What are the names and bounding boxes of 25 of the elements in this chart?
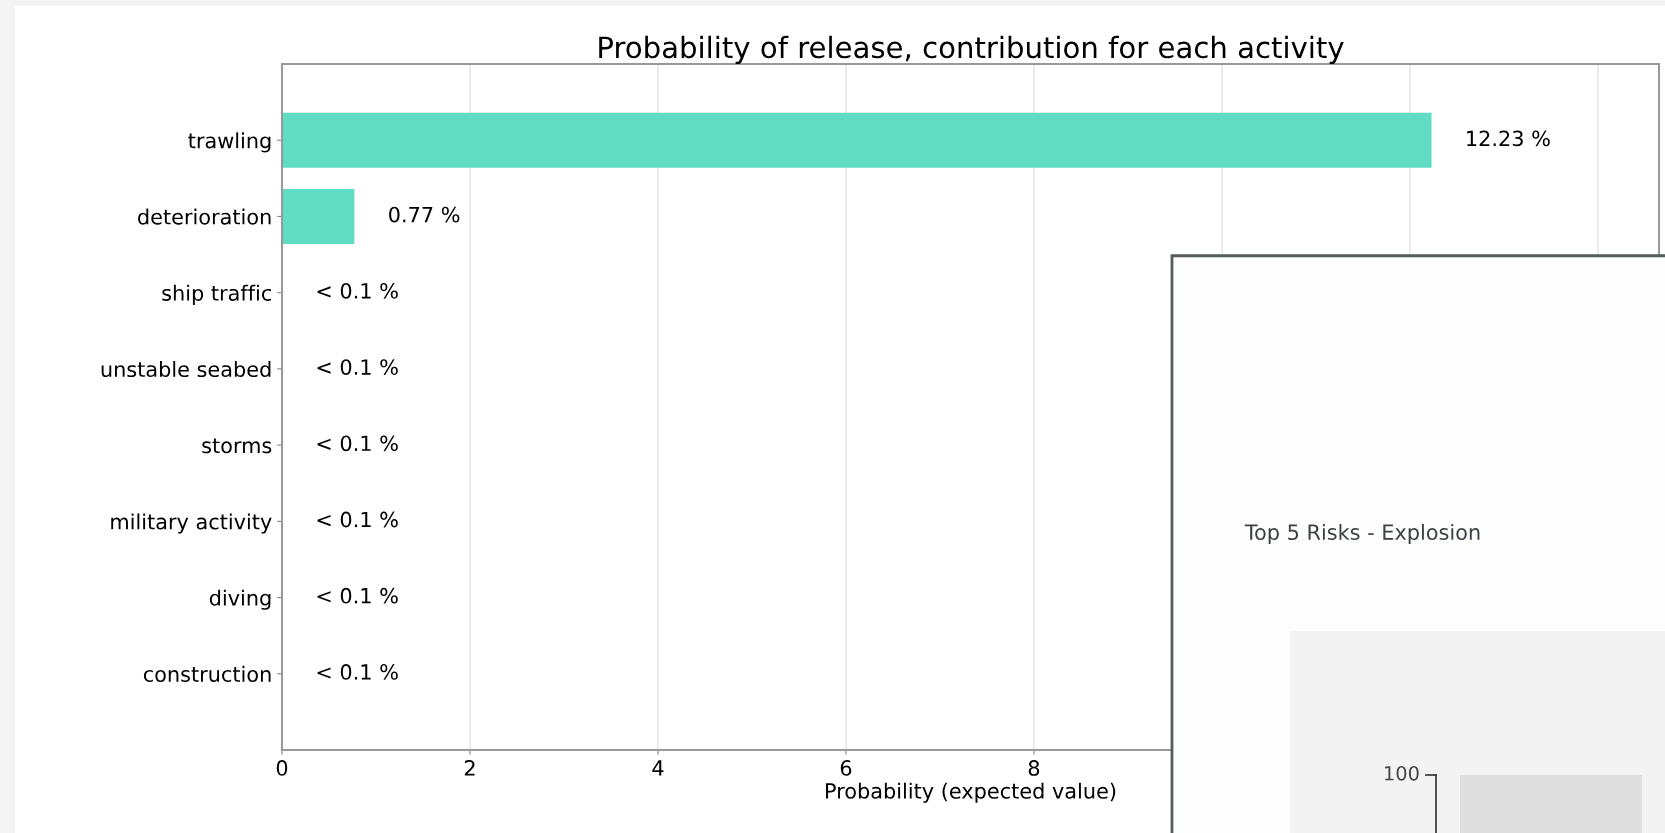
y-tick-label: military activity (111, 513, 272, 534)
y-tick-label: deterioration (138, 208, 271, 225)
y-tick-label: diving (209, 589, 271, 610)
y-tick-label: storms (202, 438, 272, 454)
data-label: < 0.1 % (317, 282, 398, 299)
x-tick-label: 2 (464, 760, 475, 776)
x-tick-label: 8 (1028, 760, 1040, 776)
data-label: < 0.1 % (317, 664, 398, 680)
data-label: < 0.1 % (317, 587, 398, 604)
data-label: 0.77 % (389, 206, 460, 223)
x-tick-label: 0 (276, 760, 288, 776)
x-tick-label: 6 (840, 760, 852, 776)
data-label: 12.23 % (1467, 130, 1550, 147)
data-label: < 0.1 % (317, 511, 398, 528)
y-tick-label: construction (143, 665, 271, 682)
y-tick-label: unstable seabed (101, 360, 271, 378)
data-label: < 0.1 % (317, 435, 398, 452)
x-tick-label: 4 (652, 760, 664, 776)
y-tick-label: ship traffic (162, 284, 271, 305)
y-tick-label: trawling (188, 132, 271, 153)
x-axis-title: Probability (expected value) (826, 782, 1116, 803)
data-label: < 0.1 % (317, 359, 398, 375)
text: Top 5 Risks - Explosion (1244, 523, 1480, 545)
text: 100 (1385, 765, 1419, 781)
chart-title: Probability of release, contribution for each activity (599, 35, 1344, 64)
